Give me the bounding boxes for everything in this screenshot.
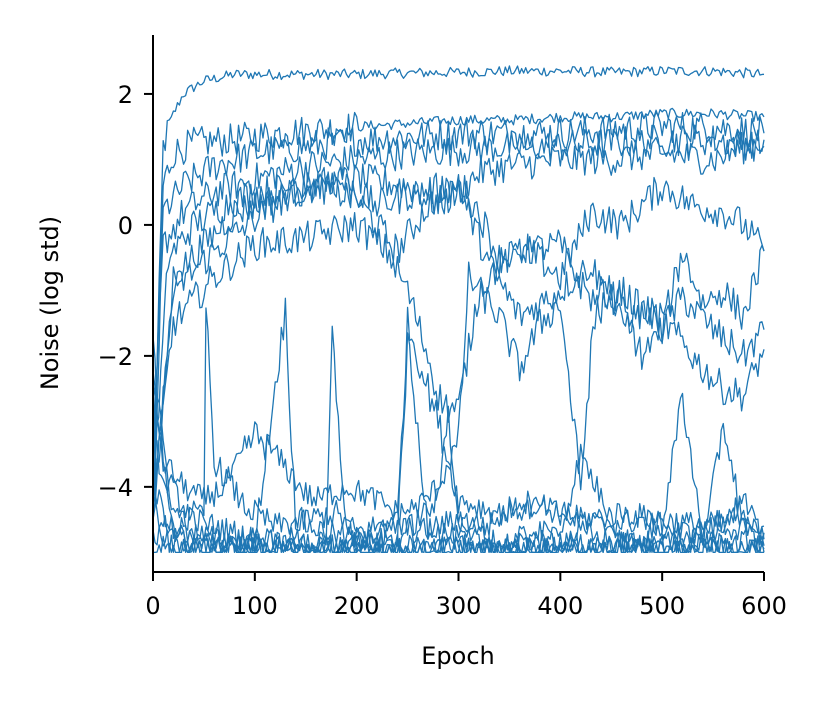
x-axis-label: Epoch xyxy=(421,642,495,670)
y-axis-ticks: 2 0 −2 −4 xyxy=(98,81,153,502)
x-tick-label: 200 xyxy=(334,592,380,620)
x-tick-label: 400 xyxy=(537,592,583,620)
x-tick-label: 0 xyxy=(145,592,160,620)
y-tick-label: −2 xyxy=(98,343,133,371)
series-line-1 xyxy=(152,65,765,516)
series-line-4 xyxy=(152,124,765,442)
series-line-16 xyxy=(152,496,764,553)
y-tick-label: 0 xyxy=(118,212,133,240)
x-tick-label: 600 xyxy=(741,592,787,620)
y-axis-label: Noise (log std) xyxy=(36,216,64,390)
y-tick-label: 2 xyxy=(118,81,133,109)
x-tick-label: 100 xyxy=(232,592,278,620)
series-line-14 xyxy=(153,422,765,553)
series-line-2 xyxy=(152,107,765,475)
series-line-13 xyxy=(152,405,765,553)
series-line-6 xyxy=(152,172,765,520)
series-lines xyxy=(152,65,765,553)
series-line-9 xyxy=(152,244,765,526)
series-line-7 xyxy=(152,171,765,520)
x-tick-label: 300 xyxy=(436,592,482,620)
series-line-10 xyxy=(152,306,765,540)
x-axis-ticks: 0 100 200 300 400 500 600 xyxy=(145,572,787,620)
y-tick-label: −4 xyxy=(98,474,133,502)
series-line-3 xyxy=(152,111,765,530)
x-tick-label: 500 xyxy=(639,592,685,620)
